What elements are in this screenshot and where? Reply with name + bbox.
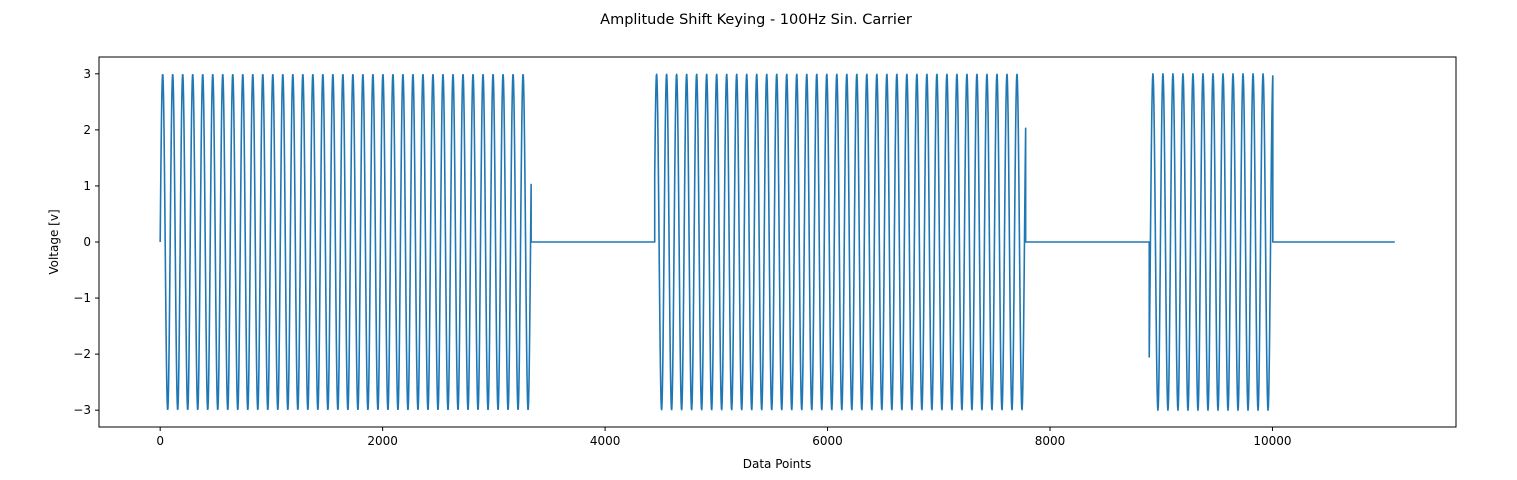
chart-title: Amplitude Shift Keying - 100Hz Sin. Carr… <box>600 12 912 28</box>
y-tick-label: 1 <box>83 179 91 193</box>
y-tick-label: −2 <box>73 347 91 361</box>
y-tick-label: −1 <box>73 291 91 305</box>
x-axis: 0 2000 4000 6000 8000 10000 <box>156 427 1292 448</box>
x-axis-label: Data Points <box>743 457 812 471</box>
y-tick-label: 3 <box>83 67 91 81</box>
x-tick-label: 0 <box>156 434 164 448</box>
y-axis-label: Voltage [v] <box>47 209 61 274</box>
x-tick-label: 10000 <box>1253 434 1291 448</box>
x-tick-label: 4000 <box>590 434 621 448</box>
ask-signal-line <box>159 73 1395 411</box>
y-tick-label: 2 <box>83 123 91 137</box>
y-axis: −3 −2 −1 0 1 2 3 <box>73 67 99 417</box>
x-tick-label: 2000 <box>367 434 398 448</box>
x-tick-label: 6000 <box>812 434 843 448</box>
y-tick-label: −3 <box>73 403 91 417</box>
x-tick-label: 8000 <box>1035 434 1066 448</box>
plot-area: 0 2000 4000 6000 8000 10000 −3 −2 −1 0 1 2 3 <box>73 56 1457 448</box>
y-tick-label: 0 <box>83 235 91 249</box>
